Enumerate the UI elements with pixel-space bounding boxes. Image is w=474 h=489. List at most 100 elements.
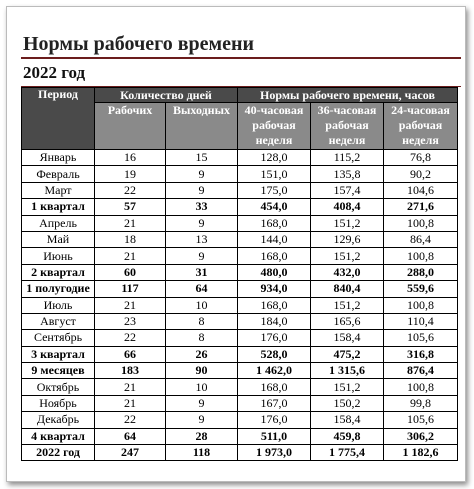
cell: 115,2 [310, 148, 384, 167]
cell: 28 [165, 427, 238, 446]
cell: Июнь [21, 247, 95, 265]
cell: Октябрь [21, 378, 95, 396]
rule [21, 57, 461, 59]
cell: Февраль [21, 165, 95, 183]
cell: 13 [165, 230, 238, 249]
cell: 64 [165, 280, 238, 298]
header-cell: Выходных [165, 102, 238, 150]
cell: 511,0 [237, 427, 311, 446]
cell: 876,4 [383, 362, 458, 380]
cell: 168,0 [237, 247, 311, 265]
cell: 31 [165, 263, 238, 282]
cell: 9 [165, 394, 238, 413]
cell: 21 [94, 296, 166, 314]
cell: 158,4 [310, 329, 384, 347]
cell: 559,6 [383, 280, 458, 298]
cell: 144,0 [237, 230, 311, 249]
cell: 9 [165, 247, 238, 265]
cell: 26 [165, 345, 238, 364]
row: Март 22 9 175,0 157,4 104,6 [21, 181, 458, 200]
cell: 100,8 [383, 296, 458, 314]
cell: 10 [165, 296, 238, 314]
cell: 150,2 [310, 394, 384, 413]
cell: 110,4 [383, 312, 458, 331]
cell: 183 [94, 362, 166, 380]
cell: 15 [165, 148, 238, 167]
cell: 22 [94, 411, 166, 429]
cell: 9 [165, 165, 238, 183]
cell: 8 [165, 312, 238, 331]
cell: 135,8 [310, 165, 384, 183]
cell: 157,4 [310, 181, 384, 200]
header-cell: Нормы рабочего времени, часов [237, 87, 458, 103]
row: Октябрь 21 10 168,0 151,2 100,8 [21, 378, 458, 396]
cell: 9 [165, 214, 238, 232]
card: Нормы рабочего времени 2022 год Период К… [6, 6, 466, 482]
rule [21, 86, 461, 87]
cell: 151,2 [310, 378, 384, 396]
cell: 18 [94, 230, 166, 249]
cell: 151,2 [310, 214, 384, 232]
cell: 2022 год [21, 444, 95, 462]
cell: Январь [21, 148, 95, 167]
row: Февраль 19 9 151,0 135,8 90,2 [21, 165, 458, 183]
cell: 2 квартал [21, 263, 95, 282]
cell: 64 [94, 427, 166, 446]
cell: 168,0 [237, 214, 311, 232]
cell: 934,0 [237, 280, 311, 298]
cell: Апрель [21, 214, 95, 232]
cell: 100,8 [383, 214, 458, 232]
cell: 23 [94, 312, 166, 331]
cell: 8 [165, 329, 238, 347]
row: Июль 21 10 168,0 151,2 100,8 [21, 296, 458, 314]
cell: 184,0 [237, 312, 311, 331]
cell: 129,6 [310, 230, 384, 249]
row: Январь 16 15 128,0 115,2 76,8 [21, 148, 458, 167]
cell: 840,4 [310, 280, 384, 298]
cell: Декабрь [21, 411, 95, 429]
cell: 151,2 [310, 296, 384, 314]
cell: 1 полугодие [21, 280, 95, 298]
cell: 4 квартал [21, 427, 95, 446]
row: 2 квартал 60 31 480,0 432,0 288,0 [21, 263, 458, 282]
cell: 408,4 [310, 198, 384, 216]
row: Апрель 21 9 168,0 151,2 100,8 [21, 214, 458, 232]
cell: 168,0 [237, 378, 311, 396]
cell: 9 [165, 411, 238, 429]
header-cell: Рабочих [94, 102, 166, 150]
cell: 22 [94, 329, 166, 347]
cell: 21 [94, 394, 166, 413]
cell: 175,0 [237, 181, 311, 200]
title: Нормы рабочего времени [23, 33, 255, 55]
row: Май 18 13 144,0 129,6 86,4 [21, 230, 458, 249]
cell: 90,2 [383, 165, 458, 183]
cell: 1 462,0 [237, 362, 311, 380]
cell: 60 [94, 263, 166, 282]
cell: 306,2 [383, 427, 458, 446]
header-cell: Период [21, 87, 95, 150]
cell: 459,8 [310, 427, 384, 446]
cell: 168,0 [237, 296, 311, 314]
cell: 21 [94, 214, 166, 232]
cell: 1 315,6 [310, 362, 384, 380]
cell: 480,0 [237, 263, 311, 282]
cell: 21 [94, 247, 166, 265]
cell: 66 [94, 345, 166, 364]
cell: 21 [94, 378, 166, 396]
cell: 117 [94, 280, 166, 298]
cell: 316,8 [383, 345, 458, 364]
cell: Июль [21, 296, 95, 314]
cell: 76,8 [383, 148, 458, 167]
row: 3 квартал 66 26 528,0 475,2 316,8 [21, 345, 458, 364]
cell: Май [21, 230, 95, 249]
row: 2022 год 247 118 1 973,0 1 775,4 1 182,6 [21, 444, 458, 462]
cell: 475,2 [310, 345, 384, 364]
cell: 288,0 [383, 263, 458, 282]
cell: 128,0 [237, 148, 311, 167]
cell: 104,6 [383, 181, 458, 200]
cell: 10 [165, 378, 238, 396]
cell: 165,6 [310, 312, 384, 331]
row: 1 квартал 57 33 454,0 408,4 271,6 [21, 198, 458, 216]
cell: 167,0 [237, 394, 311, 413]
